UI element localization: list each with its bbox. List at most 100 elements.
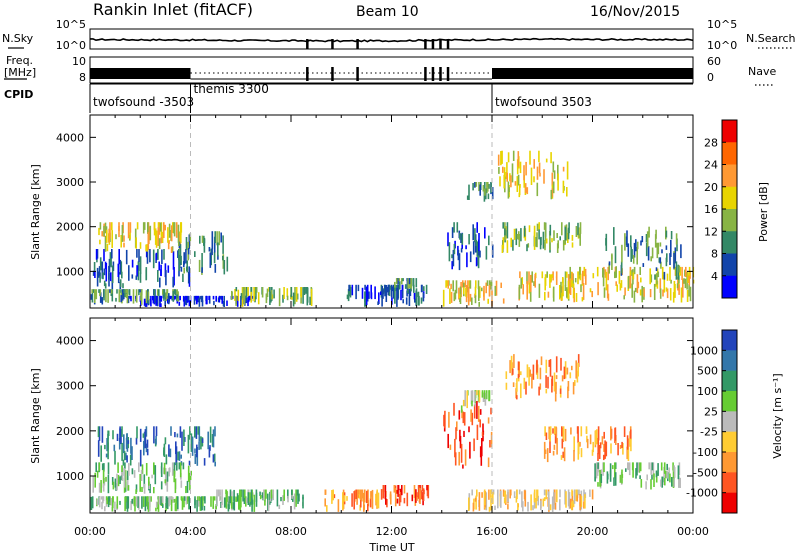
range-cell: [675, 233, 678, 245]
range-cell: [577, 354, 580, 367]
range-cell: [103, 280, 106, 287]
range-cell: [147, 502, 150, 512]
range-cell: [676, 283, 679, 289]
range-cell: [160, 496, 162, 505]
range-cell: [375, 493, 377, 503]
y-tick-label: 4000: [56, 131, 84, 144]
range-cell: [490, 407, 492, 415]
range-cell: [200, 496, 203, 511]
range-cell: [139, 289, 141, 293]
range-cell: [166, 289, 169, 294]
range-cell: [488, 284, 491, 297]
range-cell: [459, 233, 461, 240]
range-cell: [291, 296, 293, 300]
range-cell: [569, 372, 572, 379]
range-cell: [244, 489, 246, 498]
range-cell: [563, 366, 566, 380]
range-cell: [292, 496, 294, 502]
range-cell: [173, 222, 175, 234]
range-cell: [510, 355, 513, 371]
range-cell: [553, 230, 555, 241]
range-cell: [632, 272, 635, 280]
range-cell: [158, 238, 161, 249]
range-cell: [454, 289, 457, 300]
range-cell: [216, 489, 218, 507]
range-cell: [478, 182, 480, 192]
range-cell: [468, 426, 470, 433]
range-cell: [402, 278, 404, 282]
range-cell: [377, 492, 380, 509]
frequency-dropout-mark: [446, 67, 450, 81]
range-cell: [198, 426, 201, 442]
range-cell: [404, 284, 407, 289]
nave-right-label: Nave: [748, 65, 776, 78]
range-cell: [119, 259, 122, 275]
range-cell: [517, 151, 520, 167]
range-cell: [639, 462, 642, 472]
range-cell: [656, 268, 659, 275]
range-cell: [176, 293, 179, 299]
range-cell: [645, 481, 647, 490]
range-cell: [200, 436, 202, 450]
range-cell: [393, 485, 396, 493]
colorbar-swatch: [722, 350, 737, 371]
range-cell: [555, 375, 558, 380]
range-cell: [370, 284, 372, 298]
range-cell: [487, 187, 489, 192]
range-cell: [209, 426, 212, 443]
x-tick-label: 08:00: [275, 525, 307, 538]
range-cell: [109, 252, 112, 266]
range-cell: [215, 295, 217, 302]
range-cell: [98, 462, 101, 472]
range-cell: [576, 426, 579, 434]
range-cell: [226, 300, 228, 306]
range-cell: [634, 287, 637, 292]
range-cell: [376, 489, 378, 508]
range-cell: [487, 182, 489, 188]
range-cell: [617, 443, 619, 456]
range-cell: [403, 497, 406, 504]
range-cell: [351, 284, 354, 296]
range-cell: [519, 271, 521, 279]
range-cell: [255, 290, 257, 300]
range-cell: [222, 235, 224, 254]
range-cell: [116, 496, 119, 509]
range-cell: [422, 292, 425, 302]
range-cell: [169, 448, 172, 458]
range-cell: [238, 495, 240, 510]
range-cell: [172, 290, 175, 302]
range-cell: [549, 429, 551, 442]
range-cell: [475, 495, 477, 510]
range-cell: [396, 489, 398, 494]
range-cell: [638, 462, 641, 473]
range-cell: [611, 253, 613, 270]
range-cell: [98, 426, 101, 441]
range-cell: [566, 287, 568, 298]
range-cell: [124, 289, 127, 297]
range-cell: [101, 261, 104, 279]
range-cell: [357, 489, 359, 496]
range-cell: [114, 478, 117, 488]
range-cell: [269, 287, 271, 293]
range-cell: [370, 491, 372, 500]
range-cell: [589, 288, 592, 293]
range-cell: [621, 474, 624, 478]
range-cell: [178, 462, 181, 470]
range-cell: [485, 188, 487, 200]
range-cell: [477, 405, 480, 422]
range-cell: [571, 273, 574, 281]
range-cell: [564, 285, 567, 291]
range-cell: [175, 496, 178, 500]
range-cell: [559, 285, 561, 300]
range-cell: [97, 271, 100, 278]
range-cell: [665, 287, 668, 292]
range-cell: [507, 152, 510, 163]
range-cell: [645, 242, 648, 257]
range-cell: [199, 497, 202, 511]
range-cell: [659, 278, 662, 293]
range-cell: [599, 442, 602, 449]
range-cell: [528, 271, 530, 285]
range-cell: [607, 266, 609, 281]
range-cell: [102, 483, 105, 492]
